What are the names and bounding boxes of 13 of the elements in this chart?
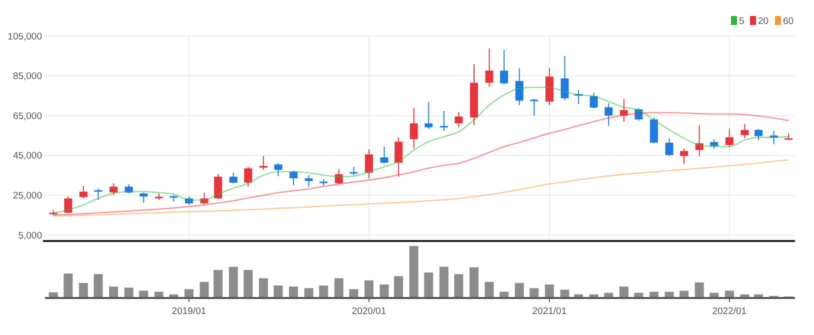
y-tick-label: 45,000 bbox=[12, 150, 42, 162]
y-tick-label: 85,000 bbox=[12, 71, 42, 82]
legend-label: 60 bbox=[783, 16, 794, 27]
x-tick-label: 2021/01 bbox=[532, 306, 567, 317]
y-tick-label: 65,000 bbox=[12, 110, 42, 122]
legend-label: 20 bbox=[758, 16, 769, 27]
legend-label: 5 bbox=[739, 16, 744, 27]
x-tick-label: 2022/01 bbox=[712, 306, 747, 317]
x-tick-label: 2019/01 bbox=[172, 306, 206, 317]
x-tick-label: 2020/01 bbox=[352, 306, 386, 317]
y-tick-label: 105,000 bbox=[8, 31, 42, 42]
y-tick-label: 5,000 bbox=[18, 230, 42, 242]
y-tick-label: 25,000 bbox=[12, 190, 42, 202]
